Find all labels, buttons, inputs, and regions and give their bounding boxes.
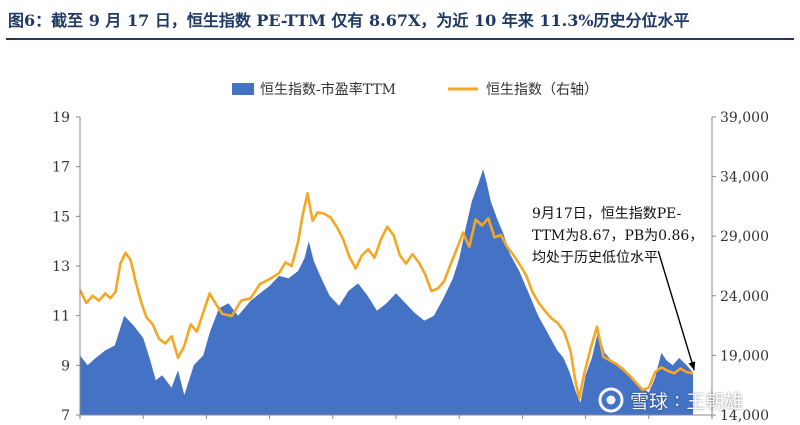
- left-tick-label: 19: [52, 110, 70, 126]
- annotation-line: 9月17日，恒生指数PE-: [532, 206, 682, 222]
- right-tick-label: 39,000: [720, 110, 769, 126]
- legend-label-pe: 恒生指数-市盈率TTM: [260, 81, 396, 98]
- pe-area-series: [80, 169, 693, 415]
- left-tick-label: 17: [52, 160, 70, 176]
- right-axis-ticks: 39,000 34,000 29,000 24,000 19,000 14,000: [712, 110, 769, 424]
- left-tick-label: 11: [52, 309, 70, 325]
- figure-title: 图6：截至 9 月 17 日，恒生指数 PE-TTM 仅有 8.67X，为近 1…: [8, 11, 690, 30]
- left-axis-ticks: 19 17 15 13 11 9 7: [52, 110, 80, 424]
- left-tick-label: 15: [52, 209, 70, 225]
- right-tick-label: 14,000: [720, 408, 769, 424]
- watermark-sep: :: [674, 389, 681, 411]
- chart-annotation: 9月17日，恒生指数PE- TTM为8.67，PB为0.86， 均处于历史低位水平: [532, 206, 703, 371]
- left-tick-label: 7: [61, 408, 70, 424]
- snowball-logo-icon: [598, 387, 624, 413]
- chart-legend: 恒生指数-市盈率TTM 恒生指数（右轴）: [232, 81, 598, 98]
- legend-label-hsi: 恒生指数（右轴）: [486, 82, 598, 98]
- right-tick-label: 29,000: [720, 229, 769, 245]
- watermark-site: 雪球: [630, 390, 669, 413]
- left-tick-label: 13: [52, 259, 70, 275]
- annotation-line: 均处于历史低位水平: [532, 250, 658, 266]
- arrow-head-icon: [688, 361, 696, 371]
- annotation-line: TTM为8.67，PB为0.86，: [532, 228, 703, 244]
- legend-swatch-pe: [232, 83, 254, 95]
- title-divider: [6, 38, 794, 40]
- pe-ttm-area: [80, 169, 693, 415]
- hsi-line-series: [78, 192, 694, 400]
- watermark: 雪球 : 王朝雄: [598, 384, 743, 416]
- annotation-arrow: [657, 250, 695, 371]
- right-tick-label: 34,000: [720, 170, 769, 186]
- hsi-line: [78, 192, 694, 400]
- right-tick-label: 24,000: [720, 289, 769, 305]
- watermark-author: 王朝雄: [686, 390, 744, 413]
- right-tick-label: 19,000: [720, 348, 769, 364]
- left-tick-label: 9: [61, 358, 70, 374]
